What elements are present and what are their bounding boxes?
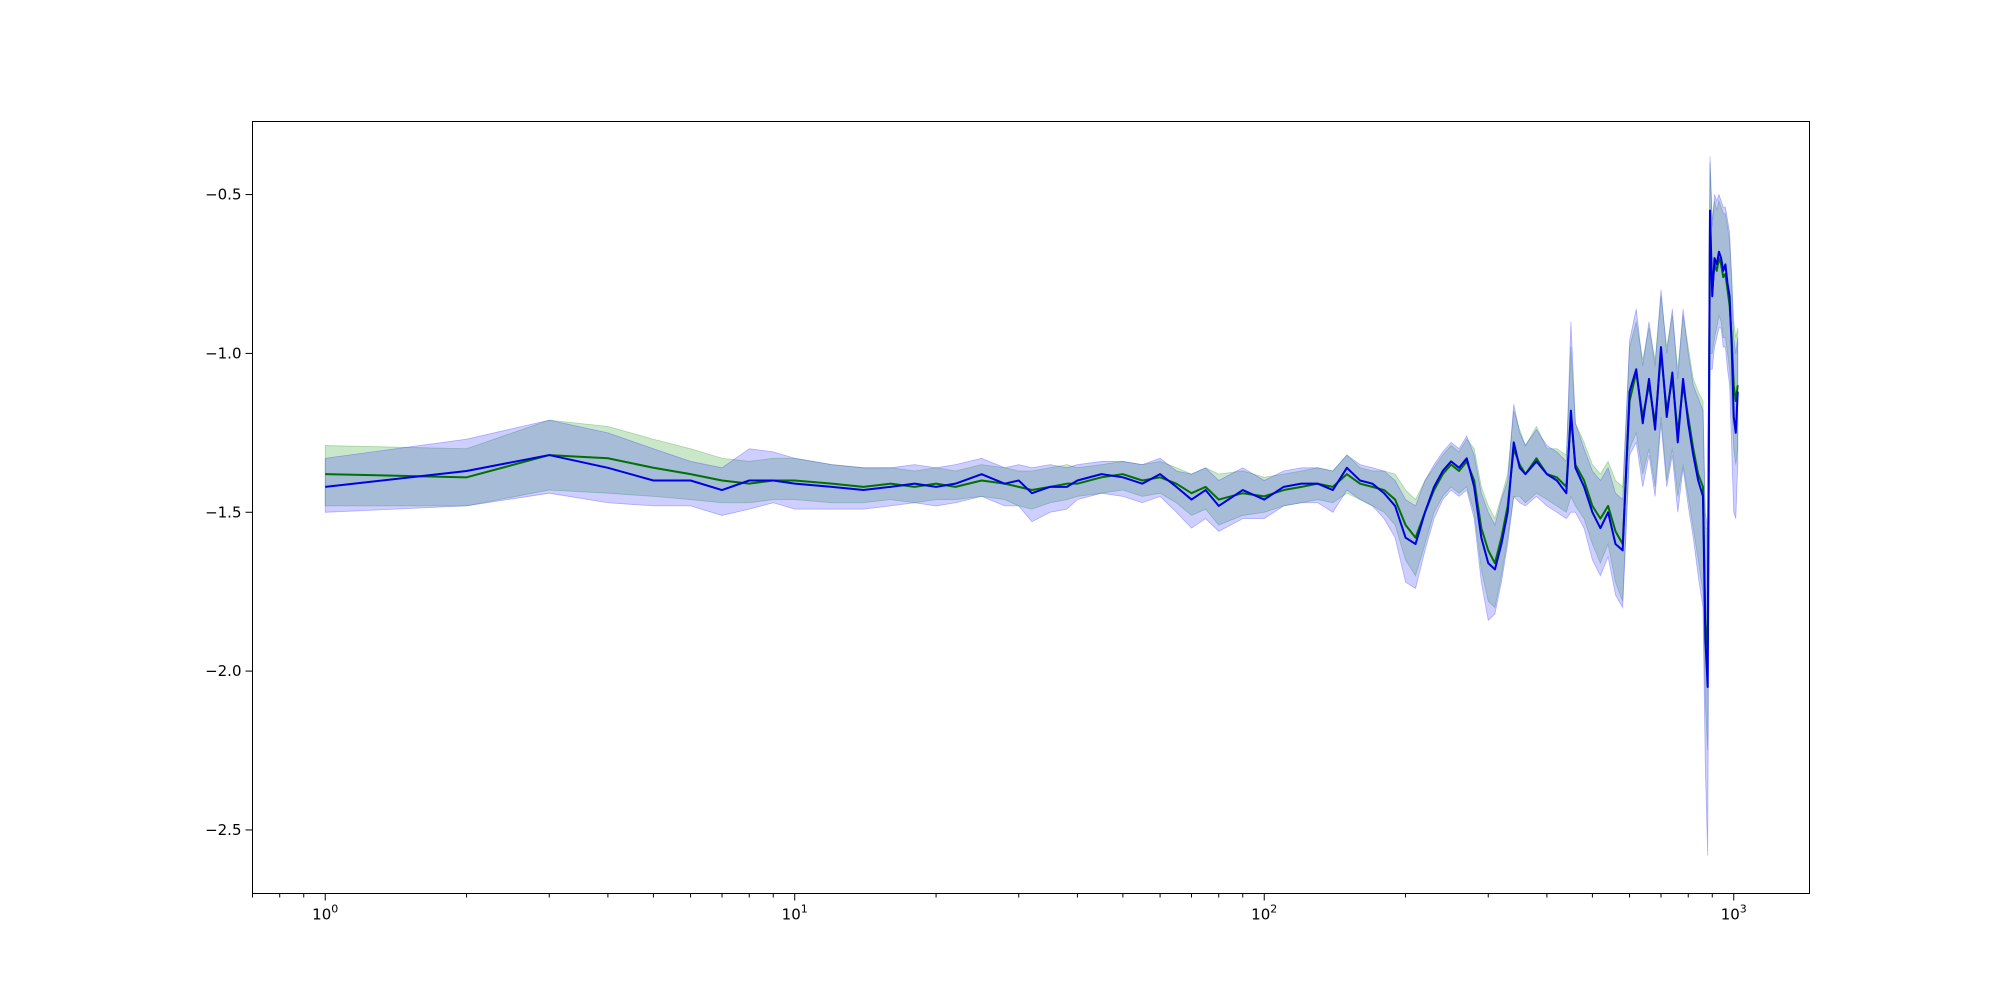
x-tick-label-1: 101: [782, 903, 808, 924]
y-axis: −0.5 −1.0 −1.5 −2.0 −2.5: [205, 186, 253, 839]
y-tick-label-3: −2.0: [205, 662, 241, 680]
y-tick-label-1: −1.0: [205, 344, 241, 362]
series-0-band: [324, 162, 1739, 751]
series-1-line: [325, 209, 1739, 688]
series-lines: [325, 209, 1739, 688]
x-tick-label-3: 103: [1721, 903, 1747, 924]
x-tick-label-0: 100: [312, 903, 338, 924]
y-tick-label-2: −1.5: [205, 503, 241, 521]
axes-frame: [252, 121, 1810, 894]
y-tick-label-0: −0.5: [205, 186, 241, 204]
y-tick-label-4: −2.5: [205, 821, 241, 839]
x-tick-label-2: 102: [1251, 903, 1277, 924]
series-1-band: [324, 156, 1739, 856]
confidence-bands: [324, 156, 1739, 856]
x-axis: 100 101 102 103: [252, 893, 1747, 924]
series-0-line: [325, 218, 1739, 647]
